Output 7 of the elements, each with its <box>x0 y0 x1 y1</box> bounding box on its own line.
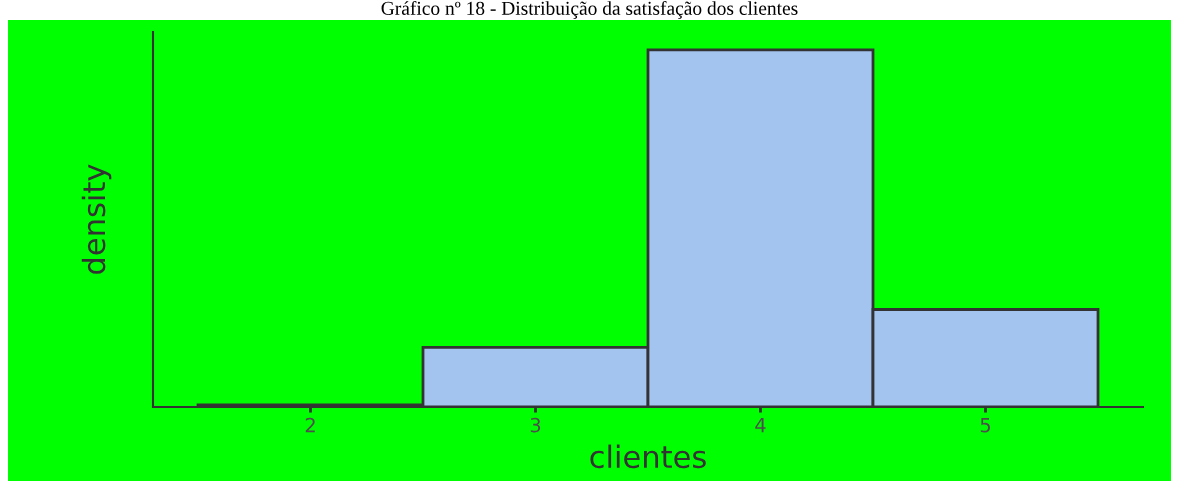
x-axis-title: clientes <box>590 444 706 469</box>
chart-title: Gráfico nº 18 - Distribuição da satisfação dos clientes <box>381 1 798 19</box>
x-tick-label: 2 <box>305 417 315 433</box>
y-axis-title: density <box>81 164 112 274</box>
x-tick-label: 3 <box>530 417 541 433</box>
x-tick-label: 5 <box>980 418 990 433</box>
x-tick-label: 4 <box>755 418 766 433</box>
